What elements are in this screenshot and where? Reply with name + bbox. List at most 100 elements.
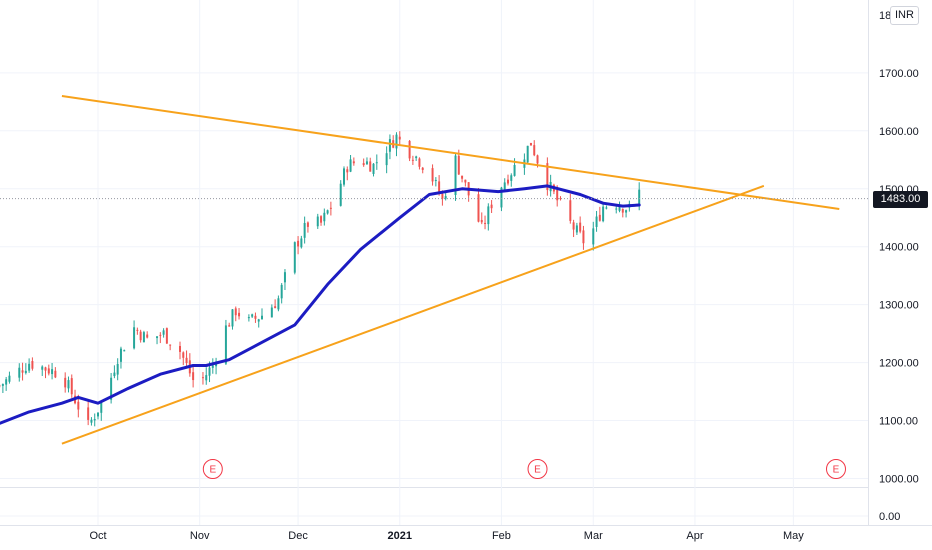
candle-body (142, 332, 145, 343)
y-tick-label: 0.00 (879, 511, 900, 523)
candle-body (316, 216, 319, 227)
candle-body (156, 336, 159, 339)
last-price-label: 1483.00 (873, 191, 928, 208)
x-tick-label: 2021 (388, 530, 412, 542)
candle-body (113, 372, 116, 377)
candle-body (247, 317, 250, 319)
candle-body (70, 378, 73, 395)
x-tick-label: Mar (584, 530, 603, 542)
earnings-marker[interactable]: E (202, 459, 223, 479)
x-tick-label: May (783, 530, 804, 542)
candle-body (592, 228, 595, 245)
candle-body (90, 419, 93, 423)
candle-body (224, 325, 227, 364)
x-tick-label: Oct (89, 530, 106, 542)
candle-body (87, 407, 90, 420)
candle-body (461, 175, 464, 179)
candle-body (251, 314, 254, 317)
candle-body (234, 308, 237, 316)
candle-body (41, 366, 44, 370)
candle-body (146, 334, 149, 338)
candle-body (487, 206, 490, 225)
candle-body (18, 367, 21, 378)
candle-body (323, 212, 326, 222)
candle-body (44, 367, 47, 371)
candle-body (431, 168, 434, 182)
earnings-marker-circle (527, 459, 548, 479)
earnings-marker-label: E (833, 465, 840, 476)
candle-body (31, 361, 34, 369)
y-tick-label: 1700.00 (879, 68, 919, 80)
moving-average-series (0, 184, 641, 425)
candle-body (119, 348, 122, 362)
candle-body (365, 161, 368, 165)
candle-body (1, 384, 4, 386)
candle-body (352, 161, 355, 164)
earnings-marker[interactable]: E (527, 459, 548, 479)
candle-body (67, 380, 70, 389)
candle-body (480, 219, 483, 223)
candle-body (0, 385, 1, 387)
candle-body (339, 183, 342, 206)
candle-body (559, 197, 562, 200)
candle-body (638, 189, 641, 206)
candle-body (28, 363, 31, 371)
x-tick-label: Apr (686, 530, 703, 542)
candle-body (343, 168, 345, 185)
candle-body (575, 225, 578, 233)
candle-body (556, 189, 559, 201)
candle-body (418, 158, 421, 167)
candle-body (434, 179, 437, 181)
candle-body (297, 240, 300, 247)
candle-body (261, 315, 263, 320)
candle-body (441, 194, 444, 199)
candle-body (133, 327, 136, 349)
candle-body (228, 325, 231, 327)
candle-body (362, 163, 365, 166)
candle-body (536, 155, 539, 164)
candle-body (326, 210, 329, 214)
candle-body (464, 179, 467, 183)
candle-body (300, 238, 303, 248)
candle-body (602, 206, 605, 222)
candle-body (625, 210, 628, 213)
candle-body (283, 272, 286, 283)
candle-body (457, 155, 460, 175)
candle-body (201, 377, 204, 379)
candle-body (507, 179, 509, 184)
candle-body (484, 222, 487, 224)
candle-body (169, 344, 172, 346)
time-axis[interactable]: Oct Nov Dec 2021 Feb Mar Apr May (89, 530, 804, 542)
candle-body (110, 377, 113, 400)
candle-body (159, 334, 162, 336)
lower-trendline (61, 184, 765, 445)
candle-body (277, 298, 280, 310)
price-axis[interactable]: 1700.001600.001500.001400.001300.001200.… (868, 0, 919, 525)
candle-body (270, 307, 273, 318)
chart-grid (0, 0, 932, 526)
candle-body (116, 363, 119, 375)
x-tick-label: Nov (190, 530, 210, 542)
candle-body (615, 208, 618, 210)
candle-body (372, 163, 375, 174)
earnings-marker[interactable]: E (826, 459, 846, 479)
candle-body (421, 167, 424, 170)
candle-body (179, 346, 181, 352)
upper-trendline (61, 95, 840, 211)
candle-body (605, 207, 608, 209)
candle-body (415, 156, 418, 159)
candle-body (139, 331, 142, 341)
x-tick-label: Feb (492, 530, 511, 542)
candle-body (231, 309, 234, 327)
candle-body (408, 140, 411, 159)
candle-body (618, 207, 621, 211)
candle-body (500, 187, 503, 208)
currency-badge[interactable]: INR (890, 6, 919, 25)
candle-body (477, 194, 480, 222)
candle-body (54, 370, 57, 378)
candle-body (346, 169, 349, 173)
moving-average-line (0, 184, 641, 425)
candle-body (582, 230, 585, 244)
